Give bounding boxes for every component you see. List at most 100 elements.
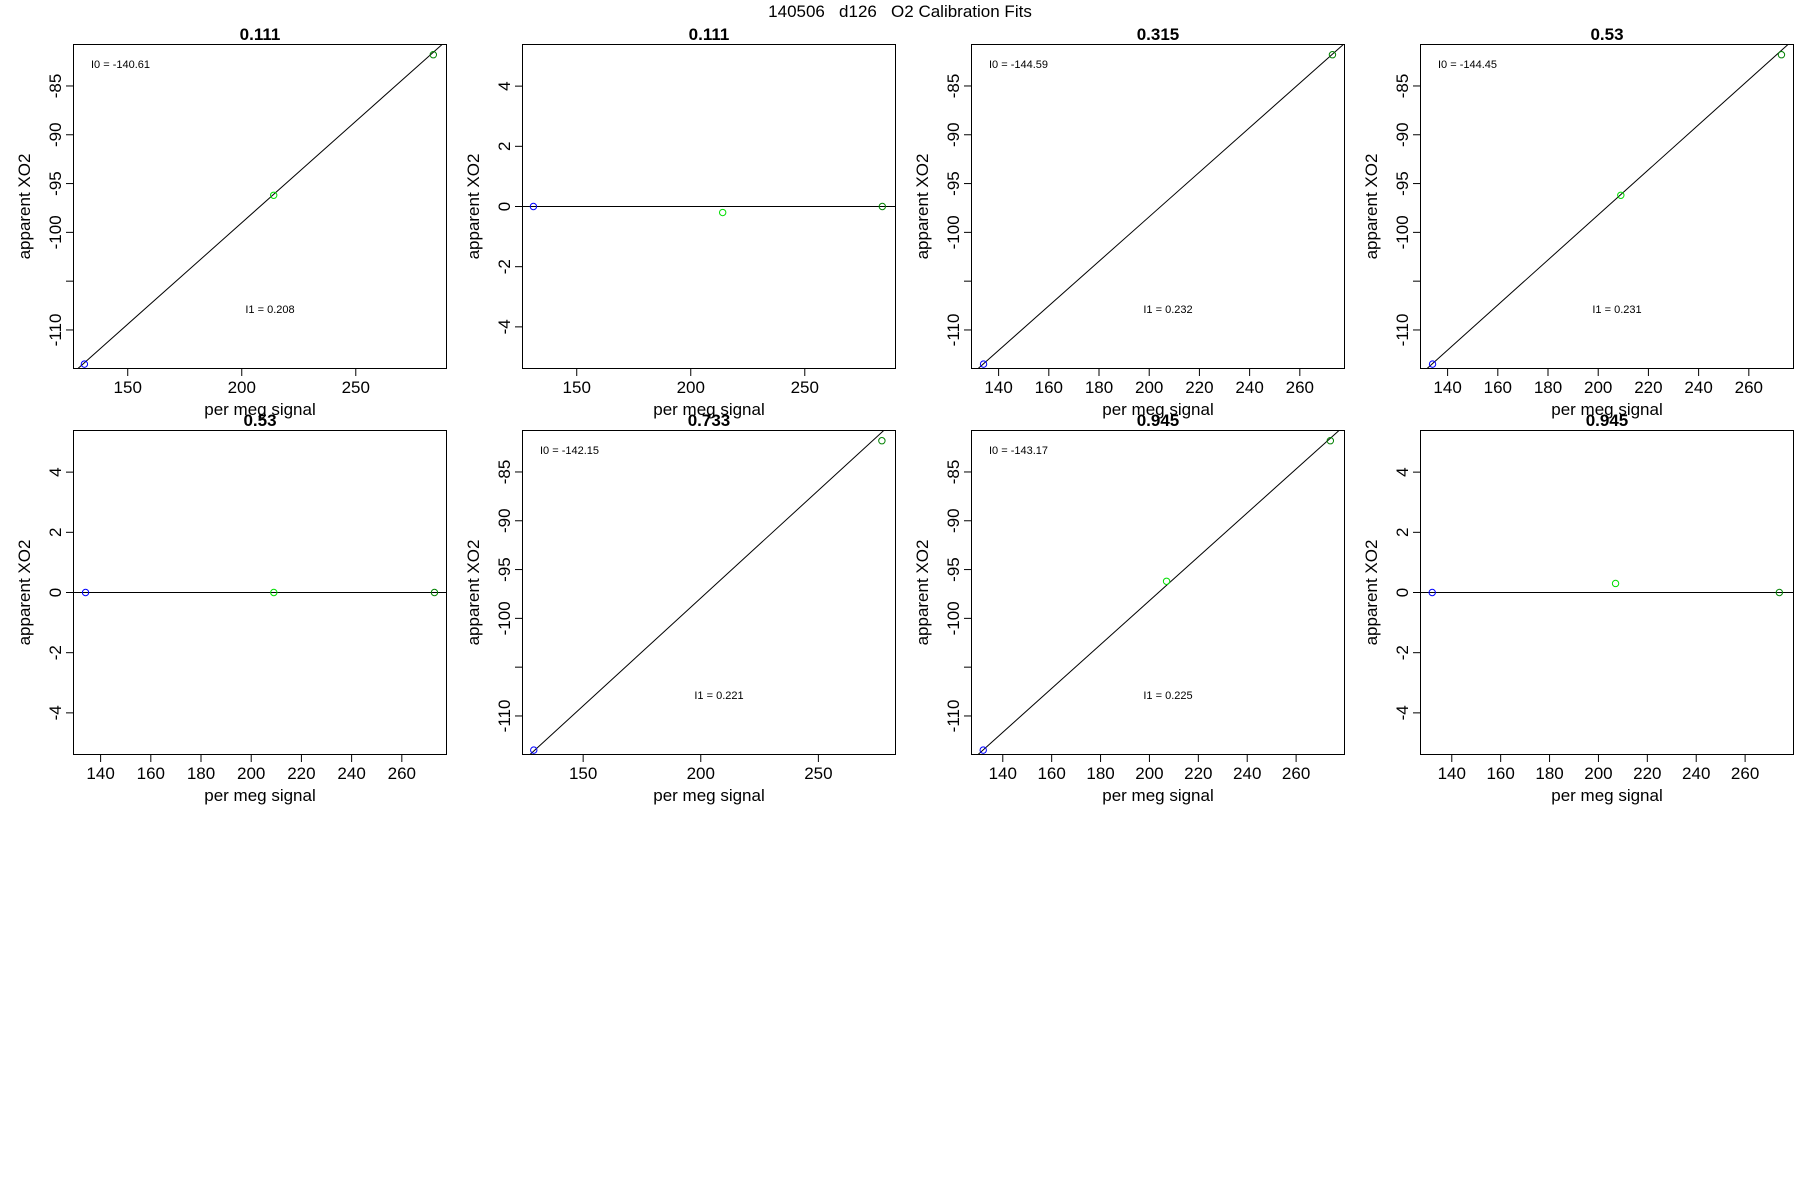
x-axis-label: per meg signal (1102, 786, 1214, 805)
y-axis-label: apparent XO2 (1362, 154, 1381, 260)
data-point (979, 746, 987, 754)
y-tick-label: -110 (1393, 314, 1412, 347)
y-tick-label: 4 (46, 467, 65, 476)
x-tick-label: 240 (1682, 764, 1710, 783)
y-tick-label: -110 (944, 314, 963, 347)
data-point (529, 202, 538, 211)
x-axis-label: per meg signal (653, 786, 765, 805)
x-tick-label: 260 (388, 764, 416, 783)
y-tick-label: -110 (495, 700, 514, 733)
x-tick-label: 200 (677, 378, 705, 397)
data-point (1162, 577, 1171, 585)
fit-annotation: I1 = 0.208 (245, 304, 294, 316)
panel-title: 0.315 (1137, 25, 1180, 44)
y-tick-label: -110 (46, 314, 65, 347)
x-tick-label: 180 (1085, 378, 1113, 397)
x-tick-label: 200 (1584, 764, 1612, 783)
y-tick-label: -100 (46, 215, 65, 249)
x-tick-label: 260 (1735, 378, 1763, 397)
y-tick-label: 4 (1393, 467, 1412, 476)
x-tick-label: 160 (1037, 764, 1065, 783)
panel-title: 0.111 (240, 25, 281, 44)
x-tick-label: 200 (1135, 378, 1163, 397)
fit-line (1425, 44, 1790, 369)
x-tick-label: 250 (791, 378, 819, 397)
y-tick-label: -90 (46, 122, 65, 147)
x-tick-label: 240 (1233, 764, 1261, 783)
data-point (80, 360, 89, 368)
fit-line (976, 430, 1341, 755)
y-axis-label: apparent XO2 (464, 154, 483, 260)
y-axis-label: apparent XO2 (913, 154, 932, 260)
data-point (269, 191, 278, 199)
fit-annotation: I0 = -144.45 (1438, 59, 1497, 71)
x-tick-label: 150 (114, 378, 142, 397)
x-tick-label: 250 (804, 764, 832, 783)
y-axis-label: apparent XO2 (1362, 540, 1381, 646)
y-tick-label: -85 (1393, 74, 1412, 99)
fit-annotation: I0 = -143.17 (989, 445, 1048, 457)
calibration-panel: 0.111 150 200 250 per meg signal -110 -100 -95 -… (15, 25, 447, 419)
data-point (1611, 579, 1620, 588)
x-tick-label: 200 (237, 764, 265, 783)
y-tick-label: -4 (46, 705, 65, 720)
calibration-panel: 0.315 140 160 180 200 220 240 260 per meg signal… (913, 25, 1345, 419)
x-axis-label: per meg signal (1551, 400, 1663, 419)
y-tick-label: -2 (495, 259, 514, 274)
y-tick-label: 0 (495, 202, 514, 211)
x-tick-label: 180 (1535, 764, 1563, 783)
x-tick-label: 220 (287, 764, 315, 783)
x-tick-label: 180 (187, 764, 215, 783)
x-tick-label: 240 (1684, 378, 1712, 397)
y-tick-label: -110 (944, 700, 963, 733)
y-tick-label: -90 (944, 122, 963, 147)
y-tick-label: 2 (46, 528, 65, 537)
data-point (1326, 437, 1335, 445)
data-point (429, 51, 438, 59)
panel-title: 0.53 (243, 411, 276, 430)
x-axis-label: per meg signal (1102, 400, 1214, 419)
x-tick-label: 200 (687, 764, 715, 783)
x-tick-label: 160 (1035, 378, 1063, 397)
y-tick-label: -90 (944, 508, 963, 533)
x-axis-label: per meg signal (1551, 786, 1663, 805)
data-point (1617, 191, 1625, 199)
data-point (1328, 51, 1337, 59)
y-tick-label: -100 (1393, 215, 1412, 249)
y-tick-label: 2 (495, 142, 514, 151)
y-axis-label: apparent XO2 (15, 540, 34, 646)
x-tick-label: 240 (337, 764, 365, 783)
data-point (1775, 588, 1784, 597)
fit-annotation: I1 = 0.225 (1143, 690, 1192, 702)
plot-frame (522, 430, 896, 755)
y-tick-label: -95 (944, 171, 963, 196)
y-tick-label: 4 (495, 81, 514, 90)
x-tick-label: 140 (984, 378, 1012, 397)
y-tick-label: -85 (944, 74, 963, 99)
y-tick-label: -90 (1393, 122, 1412, 147)
panel-title: 0.111 (689, 25, 730, 44)
y-tick-label: -85 (495, 460, 514, 485)
x-axis-label: per meg signal (204, 400, 316, 419)
panel-title: 0.53 (1590, 25, 1623, 44)
x-axis-label: per meg signal (653, 400, 765, 419)
x-tick-label: 200 (1584, 378, 1612, 397)
data-point (1428, 360, 1437, 368)
x-tick-label: 140 (989, 764, 1017, 783)
data-point (1777, 51, 1786, 59)
fit-line (528, 430, 886, 755)
x-tick-label: 160 (1486, 764, 1514, 783)
fit-annotation: I0 = -140.61 (91, 59, 150, 71)
y-tick-label: 0 (46, 588, 65, 597)
x-tick-label: 140 (1438, 764, 1466, 783)
x-tick-label: 180 (1086, 764, 1114, 783)
panel-title: 0.945 (1137, 411, 1180, 430)
data-point (81, 588, 90, 597)
fit-annotation: I1 = 0.232 (1143, 304, 1192, 316)
calibration-panel: 0.733 150 200 250 per meg signal -110 -100 -95 -… (464, 411, 896, 805)
x-tick-label: 140 (1433, 378, 1461, 397)
x-tick-label: 180 (1534, 378, 1562, 397)
